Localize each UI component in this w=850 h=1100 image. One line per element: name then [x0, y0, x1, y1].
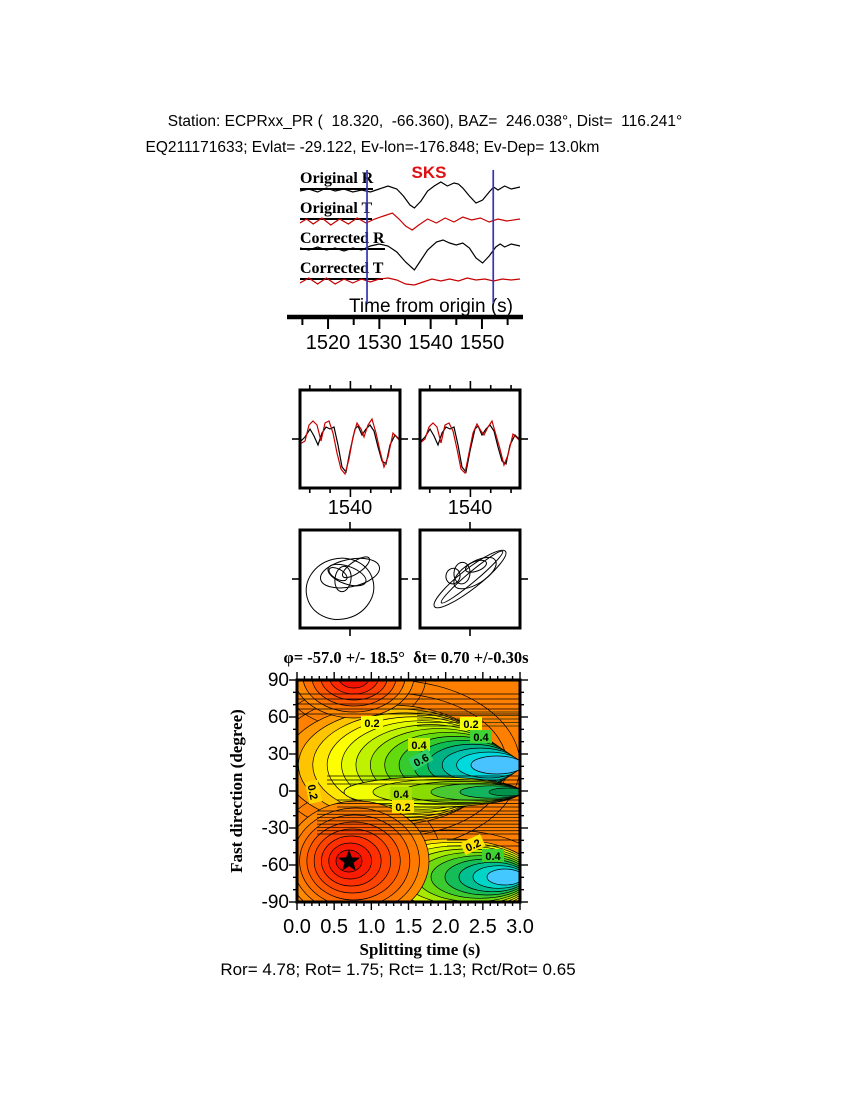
window-box-frame	[298, 388, 402, 490]
trace-2	[299, 239, 521, 271]
contour-y-tick-label: -60	[262, 855, 289, 876]
contour-label-bg	[482, 849, 504, 862]
contour-x-tick-label: 0.5	[320, 916, 348, 938]
contour-label-bg	[408, 748, 434, 771]
time-tick-label: 1540	[408, 332, 453, 354]
particle-motion-curve	[341, 556, 371, 579]
window-box-trace	[419, 419, 521, 475]
particle-motion-curve	[320, 557, 380, 589]
trace-0	[299, 181, 521, 209]
contour-xlabel: Splitting time (s)	[359, 940, 481, 959]
contour-label: 0.4	[470, 730, 492, 744]
contour-label: 0.4	[482, 849, 504, 863]
contour-y-tick-label: -30	[262, 818, 289, 839]
particle-motion-curve	[305, 557, 375, 620]
particle-motion-curve	[465, 559, 487, 573]
contour-x-tick-label: 2.5	[469, 916, 497, 938]
contour-x-tick-label: 1.5	[395, 916, 423, 938]
contour-label-bg	[470, 730, 492, 743]
contour-label-text: 0.2	[364, 718, 379, 730]
particle-box-frame	[298, 528, 402, 630]
contour-title: φ= -57.0 +/- 18.5° δt= 0.70 +/-0.30s	[283, 648, 529, 667]
best-solution-star	[338, 849, 360, 871]
contour-label: 0.2	[392, 800, 414, 814]
contour-plot-area: 0.20.40.60.20.40.2 0.40.20.20.4	[297, 680, 520, 902]
contour-label-bg	[460, 834, 486, 856]
contour-label-text: 0.4	[411, 740, 427, 752]
particle-motion-curve	[445, 567, 461, 585]
contour-y-tick-label: 90	[268, 670, 289, 691]
particle-motion-curve	[327, 563, 367, 587]
contour-label-text: 0.2	[464, 837, 483, 854]
trace-label-original-t: Original T	[300, 201, 373, 220]
contour-label: 0.4	[408, 738, 430, 752]
contour-y-tick-label: 0	[278, 781, 289, 802]
contour-label: 0.4	[390, 787, 412, 801]
contour-band	[470, 755, 520, 775]
contour-label-bg	[361, 716, 383, 729]
contour-label-bg	[304, 779, 323, 805]
contour-label-bg	[392, 800, 414, 813]
contour-label: 0.2	[460, 834, 486, 856]
particle-box-frame	[418, 528, 522, 630]
contour-label-bg	[460, 717, 482, 730]
header-line1: Station: ECPRxx_PR ( 18.320, -66.360), B…	[167, 113, 683, 130]
contour-band	[486, 868, 520, 886]
contour-band	[488, 787, 520, 797]
particle-motion-curve	[433, 549, 507, 609]
trace-label-corrected-t: Corrected T	[300, 261, 384, 280]
contour-y-tick-label: 60	[268, 707, 289, 728]
contour-label-bg	[408, 738, 430, 751]
contour-label-bg	[390, 787, 412, 800]
contour-label-text: 0.4	[473, 732, 489, 744]
trace-label-corrected-r: Corrected R	[300, 231, 385, 250]
window-box1-tick-label: 1540	[327, 497, 373, 519]
time-axis-label: Time from origin (s)	[349, 296, 513, 317]
contour-label-text: 0.4	[485, 851, 501, 863]
contour-label: 0.2	[361, 716, 383, 730]
particle-motion-curve	[328, 567, 348, 582]
particle-motion-curve	[453, 561, 471, 585]
contour-y-tick-label: 30	[268, 744, 289, 765]
contour-band	[338, 680, 370, 689]
time-tick-label: 1520	[306, 332, 351, 354]
window-box-frame	[418, 388, 522, 490]
window-box-trace	[299, 417, 401, 476]
result-ratios-text: Ror= 4.78; Rot= 1.75; Rct= 1.13; Rct/Rot…	[220, 960, 576, 979]
contour-x-tick-label: 3.0	[506, 916, 534, 938]
trace-3	[299, 277, 521, 286]
particle-motion-curve	[440, 550, 504, 604]
particle-motion-curve	[453, 556, 497, 590]
contour-x-tick-label: 0.0	[283, 916, 311, 938]
trace-label-original-r: Original R	[300, 171, 374, 190]
window-box2-tick-label: 1540	[447, 497, 493, 519]
time-tick-label: 1530	[357, 332, 402, 354]
phase-label-sks: SKS	[411, 163, 447, 182]
contour-x-tick-label: 2.0	[432, 916, 460, 938]
contour-label-text: 0.4	[393, 789, 409, 801]
contour-y-tick-label: -90	[262, 892, 289, 913]
contour-label: 0.2	[460, 717, 482, 731]
header-line2: EQ211171633; Evlat= -29.122, Ev-lon=-176…	[145, 139, 600, 156]
contour-label-text: 0.2	[463, 719, 478, 731]
trace-1	[299, 212, 521, 231]
contour-label-text: 0.2	[395, 802, 410, 814]
contour-label: 0.2	[304, 779, 323, 805]
time-tick-label: 1550	[460, 332, 505, 354]
contour-label-text: 0.2	[305, 783, 320, 800]
contour-x-tick-label: 1.0	[357, 916, 385, 938]
